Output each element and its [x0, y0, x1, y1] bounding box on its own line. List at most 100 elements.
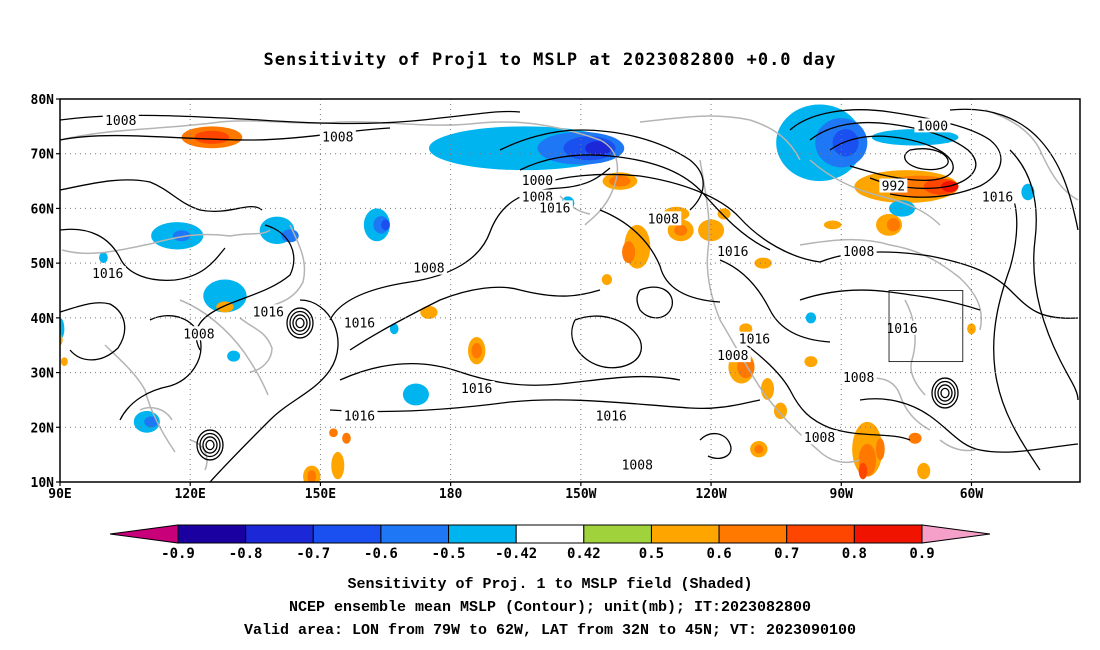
mslp-contour [904, 148, 949, 171]
mslp-contour [539, 173, 821, 263]
sensitivity-patch [622, 241, 636, 264]
mslp-contour [719, 259, 831, 343]
lon-tick-label: 150W [565, 487, 596, 502]
mslp-contour [789, 109, 1002, 198]
sensitivity-patch [760, 378, 775, 400]
colorbar-label: 0.5 [639, 546, 664, 560]
sensitivity-patch [917, 462, 931, 480]
contour-label: 1008 [804, 431, 835, 446]
contour-label: 1016 [982, 190, 1013, 205]
mslp-contour [196, 429, 224, 461]
figure-captions: Sensitivity of Proj. 1 to MSLP field (Sh… [0, 573, 1100, 642]
colorbar-swatch [448, 524, 517, 544]
coastline [104, 344, 176, 453]
colorbar-swatch [515, 524, 585, 544]
sensitivity-patch [739, 323, 753, 335]
lat-tick-label: 70N [31, 148, 55, 163]
colorbar-low-triangle [109, 524, 179, 544]
sensitivity-patch [698, 219, 725, 242]
sensitivity-patch [858, 462, 868, 480]
contour-label: 1016 [344, 409, 375, 424]
sensitivity-shading [60, 104, 1035, 482]
coastline [189, 439, 208, 471]
colorbar-swatch [718, 524, 788, 544]
coastline [269, 224, 306, 307]
coastline [639, 115, 801, 161]
caption-line-3: Valid area: LON from 79W to 62W, LAT fro… [243, 622, 857, 639]
mslp-contour [940, 387, 950, 399]
contour-label: 1008 [843, 245, 874, 260]
coastline [179, 299, 269, 396]
sensitivity-patch [717, 208, 731, 220]
contour-labels: 1008100810161016100810161008100010081016… [89, 112, 1016, 474]
caption-line-2: NCEP ensemble mean MSLP (Contour); unit(… [288, 599, 812, 616]
lat-tick-label: 80N [31, 93, 55, 108]
mslp-contour [799, 289, 981, 311]
mslp-contour [286, 307, 314, 339]
mslp-contour [329, 399, 761, 413]
mslp-contour [599, 209, 721, 303]
sensitivity-patch [342, 432, 351, 444]
colorbar-label: -0.6 [364, 546, 398, 560]
coastline [809, 159, 941, 226]
coastline [984, 109, 1079, 201]
sensitivity-patch [754, 444, 764, 454]
sensitivity-patch [203, 279, 247, 313]
contour-label: 992 [882, 180, 905, 195]
contour-label: 1016 [539, 201, 570, 216]
sensitivity-patch [389, 323, 399, 335]
mslp-contour [499, 129, 704, 211]
contour-label: 1008 [622, 459, 653, 474]
coastline [61, 229, 271, 255]
sensitivity-patch [871, 129, 959, 146]
contour-label: 1016 [717, 245, 748, 260]
colorbar-swatch [583, 524, 652, 544]
mslp-contour [519, 154, 771, 251]
sensitivity-patch [585, 141, 612, 156]
contour-label: 1008 [413, 262, 444, 277]
lat-tick-label: 60N [31, 202, 55, 217]
coastline [699, 159, 721, 321]
colorbar-label: 0.7 [774, 546, 799, 560]
mslp-contour [819, 251, 1079, 319]
sensitivity-patch [420, 305, 438, 319]
sensitivity-patch [99, 252, 108, 264]
sensitivity-patch [172, 230, 191, 242]
lon-tick-label: 90W [830, 487, 854, 502]
caption-line-1: Sensitivity of Proj. 1 to MSLP field (Sh… [347, 576, 753, 593]
contour-label: 1016 [739, 333, 770, 348]
mslp-contour [329, 167, 611, 321]
mslp-contour [859, 398, 1079, 453]
contour-label: 1008 [717, 349, 748, 364]
valid-area-box [888, 290, 964, 363]
sensitivity-patch [381, 219, 390, 231]
sensitivity-patch [601, 274, 613, 286]
sensitivity-patch [60, 317, 65, 340]
colorbar-high-triangle [921, 524, 991, 544]
coastline [139, 407, 173, 421]
lon-tick-label: 90E [48, 487, 71, 502]
mslp-contour [339, 362, 681, 386]
mslp-contour [937, 384, 953, 402]
lat-tick-label: 20N [31, 421, 55, 436]
contour-label: 1008 [843, 371, 874, 386]
sensitivity-patch [329, 428, 338, 438]
sensitivity-patch [967, 323, 976, 335]
mslp-contour [931, 377, 959, 409]
sensitivity-patch [194, 130, 230, 144]
lat-tick-label: 30N [31, 367, 55, 382]
colorbar: -0.9 -0.8 -0.7 -0.6 -0.5 -0.42 0.42 0.5 0.6 0.7 0.… [109, 524, 991, 560]
coastline [559, 195, 591, 215]
lat-tick-label: 10N [31, 476, 55, 491]
contour-label: 1016 [253, 305, 284, 320]
sensitivity-patch [774, 402, 788, 420]
contour-label: 1016 [344, 316, 375, 331]
colorbar-label: -0.7 [296, 546, 330, 560]
mslp-contour [202, 436, 218, 454]
lon-tick-label: 120W [695, 487, 726, 502]
contour-label: 1016 [92, 267, 123, 282]
sensitivity-patch [804, 356, 818, 368]
lon-tick-label: 150E [305, 487, 336, 502]
colorbar-swatch [853, 524, 923, 544]
sensitivity-patch [876, 438, 885, 461]
